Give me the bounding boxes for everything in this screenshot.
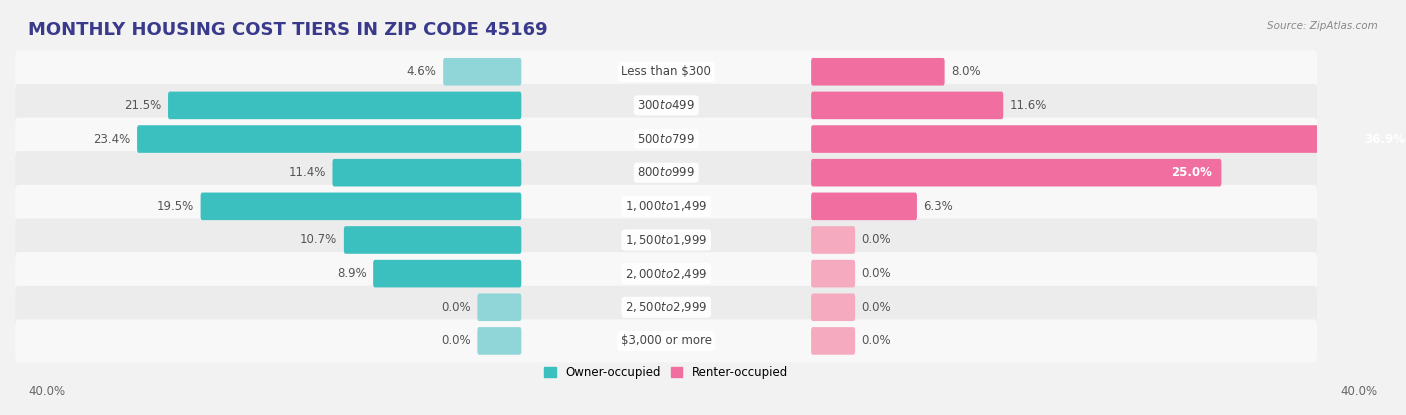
FancyBboxPatch shape: [15, 218, 1317, 261]
FancyBboxPatch shape: [811, 58, 945, 85]
FancyBboxPatch shape: [15, 151, 1317, 194]
Text: $2,000 to $2,499: $2,000 to $2,499: [626, 266, 707, 281]
FancyBboxPatch shape: [811, 92, 1004, 119]
FancyBboxPatch shape: [15, 252, 1317, 295]
Text: 4.6%: 4.6%: [406, 65, 437, 78]
Text: 0.0%: 0.0%: [441, 301, 471, 314]
Text: 0.0%: 0.0%: [862, 234, 891, 247]
Text: $3,000 or more: $3,000 or more: [620, 334, 711, 347]
FancyBboxPatch shape: [811, 193, 917, 220]
FancyBboxPatch shape: [811, 293, 855, 321]
FancyBboxPatch shape: [169, 92, 522, 119]
FancyBboxPatch shape: [15, 286, 1317, 329]
Text: 21.5%: 21.5%: [124, 99, 162, 112]
Text: 19.5%: 19.5%: [157, 200, 194, 213]
FancyBboxPatch shape: [15, 320, 1317, 362]
Text: 0.0%: 0.0%: [862, 267, 891, 280]
FancyBboxPatch shape: [344, 226, 522, 254]
Text: 36.9%: 36.9%: [1364, 132, 1406, 146]
Text: 8.9%: 8.9%: [337, 267, 367, 280]
FancyBboxPatch shape: [15, 185, 1317, 228]
Text: 8.0%: 8.0%: [950, 65, 981, 78]
Text: MONTHLY HOUSING COST TIERS IN ZIP CODE 45169: MONTHLY HOUSING COST TIERS IN ZIP CODE 4…: [28, 21, 548, 39]
Text: 0.0%: 0.0%: [862, 334, 891, 347]
FancyBboxPatch shape: [332, 159, 522, 186]
Text: Less than $300: Less than $300: [621, 65, 711, 78]
Text: 40.0%: 40.0%: [1341, 386, 1378, 398]
FancyBboxPatch shape: [201, 193, 522, 220]
Text: 0.0%: 0.0%: [441, 334, 471, 347]
FancyBboxPatch shape: [811, 159, 1222, 186]
Text: $300 to $499: $300 to $499: [637, 99, 695, 112]
Text: 11.4%: 11.4%: [288, 166, 326, 179]
FancyBboxPatch shape: [811, 260, 855, 288]
Text: $500 to $799: $500 to $799: [637, 132, 695, 146]
FancyBboxPatch shape: [478, 327, 522, 355]
Text: 10.7%: 10.7%: [299, 234, 337, 247]
Text: $1,000 to $1,499: $1,000 to $1,499: [626, 199, 707, 213]
Text: 11.6%: 11.6%: [1010, 99, 1047, 112]
Text: $2,500 to $2,999: $2,500 to $2,999: [626, 300, 707, 314]
Text: 40.0%: 40.0%: [28, 386, 65, 398]
Text: $1,500 to $1,999: $1,500 to $1,999: [626, 233, 707, 247]
Text: 25.0%: 25.0%: [1171, 166, 1212, 179]
FancyBboxPatch shape: [373, 260, 522, 288]
FancyBboxPatch shape: [15, 50, 1317, 93]
Text: $800 to $999: $800 to $999: [637, 166, 695, 179]
Text: 23.4%: 23.4%: [93, 132, 131, 146]
FancyBboxPatch shape: [811, 327, 855, 355]
FancyBboxPatch shape: [443, 58, 522, 85]
Text: Source: ZipAtlas.com: Source: ZipAtlas.com: [1267, 21, 1378, 31]
FancyBboxPatch shape: [811, 125, 1406, 153]
Text: 6.3%: 6.3%: [924, 200, 953, 213]
FancyBboxPatch shape: [138, 125, 522, 153]
Text: 0.0%: 0.0%: [862, 301, 891, 314]
FancyBboxPatch shape: [15, 117, 1317, 161]
FancyBboxPatch shape: [15, 84, 1317, 127]
FancyBboxPatch shape: [478, 293, 522, 321]
FancyBboxPatch shape: [811, 226, 855, 254]
Legend: Owner-occupied, Renter-occupied: Owner-occupied, Renter-occupied: [544, 366, 789, 379]
